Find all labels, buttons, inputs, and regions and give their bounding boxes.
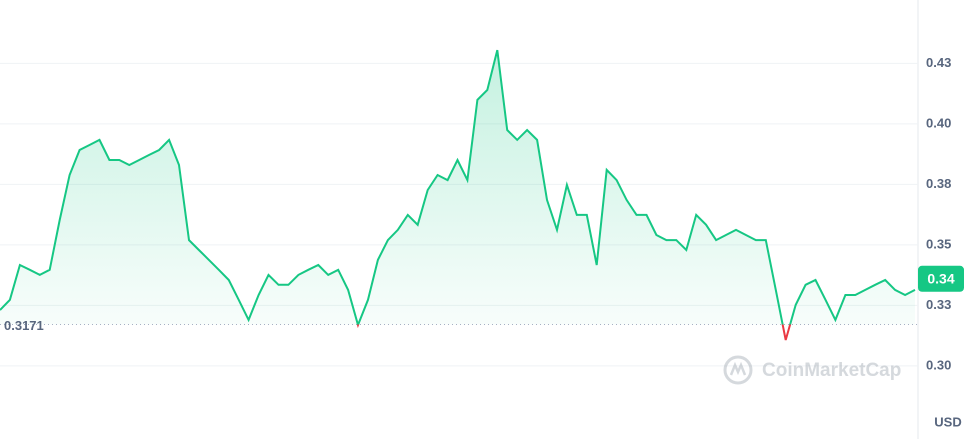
currency-label: USD: [934, 414, 961, 429]
y-tick-label: 0.33: [926, 297, 951, 312]
price-badge-label: 0.34: [927, 270, 954, 286]
watermark-text: CoinMarketCap: [762, 360, 901, 381]
area: [0, 50, 915, 325]
y-tick-label: 0.43: [926, 55, 951, 70]
watermark: CoinMarketCap: [723, 355, 901, 385]
y-tick-label: 0.35: [926, 236, 951, 251]
baseline-label: 0.3171: [4, 318, 44, 333]
price-badge: [918, 265, 964, 292]
price-line: [0, 49, 916, 325]
y-tick-label: 0.30: [926, 357, 951, 372]
y-tick-label: 0.40: [926, 115, 951, 130]
y-tick-label: 0.38: [926, 176, 951, 191]
